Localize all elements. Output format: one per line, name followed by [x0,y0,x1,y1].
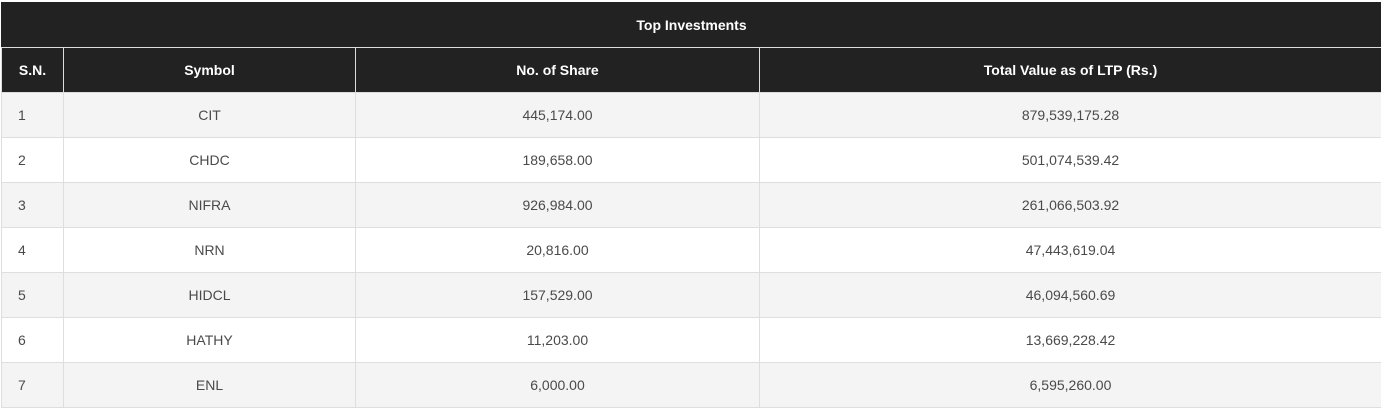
table-row: 5 HIDCL 157,529.00 46,094,560.69 [1,272,1381,318]
cell-no-of-share: 445,174.00 [355,92,760,138]
cell-symbol: ENL [63,362,356,408]
cell-total-value: 879,539,175.28 [758,92,1381,138]
column-header-symbol: Symbol [63,47,356,93]
table-row: 2 CHDC 189,658.00 501,074,539.42 [1,137,1381,183]
cell-no-of-share: 157,529.00 [355,272,760,318]
cell-no-of-share: 6,000.00 [355,362,760,408]
table-row: 6 HATHY 11,203.00 13,669,228.42 [1,317,1381,363]
cell-no-of-share: 189,658.00 [355,137,760,183]
cell-sn: 7 [1,362,64,408]
cell-sn: 3 [1,182,64,228]
cell-symbol: CIT [63,92,356,138]
table-title-row: Top Investments [0,2,1381,48]
cell-sn: 2 [1,137,64,183]
cell-no-of-share: 11,203.00 [355,317,760,363]
cell-sn: 6 [1,317,64,363]
cell-total-value: 6,595,260.00 [758,362,1381,408]
table-row: 4 NRN 20,816.00 47,443,619.04 [1,227,1381,273]
cell-symbol: NRN [63,227,356,273]
cell-symbol: NIFRA [63,182,356,228]
cell-total-value: 47,443,619.04 [758,227,1381,273]
cell-symbol: HIDCL [63,272,356,318]
cell-symbol: CHDC [63,137,356,183]
cell-total-value: 13,669,228.42 [758,317,1381,363]
cell-total-value: 501,074,539.42 [758,137,1381,183]
cell-sn: 4 [1,227,64,273]
cell-sn: 1 [1,92,64,138]
table-header-row: S.N. Symbol No. of Share Total Value as … [1,47,1381,93]
table-row: 3 NIFRA 926,984.00 261,066,503.92 [1,182,1381,228]
column-header-no-of-share: No. of Share [355,47,760,93]
table-title: Top Investments [0,2,1381,48]
cell-no-of-share: 20,816.00 [355,227,760,273]
table-row: 1 CIT 445,174.00 879,539,175.28 [1,92,1381,138]
cell-no-of-share: 926,984.00 [355,182,760,228]
table-row: 7 ENL 6,000.00 6,595,260.00 [1,362,1381,408]
cell-total-value: 46,094,560.69 [758,272,1381,318]
cell-sn: 5 [1,272,64,318]
cell-total-value: 261,066,503.92 [758,182,1381,228]
column-header-total-value: Total Value as of LTP (Rs.) [758,47,1381,93]
cell-symbol: HATHY [63,317,356,363]
column-header-sn: S.N. [1,47,64,93]
